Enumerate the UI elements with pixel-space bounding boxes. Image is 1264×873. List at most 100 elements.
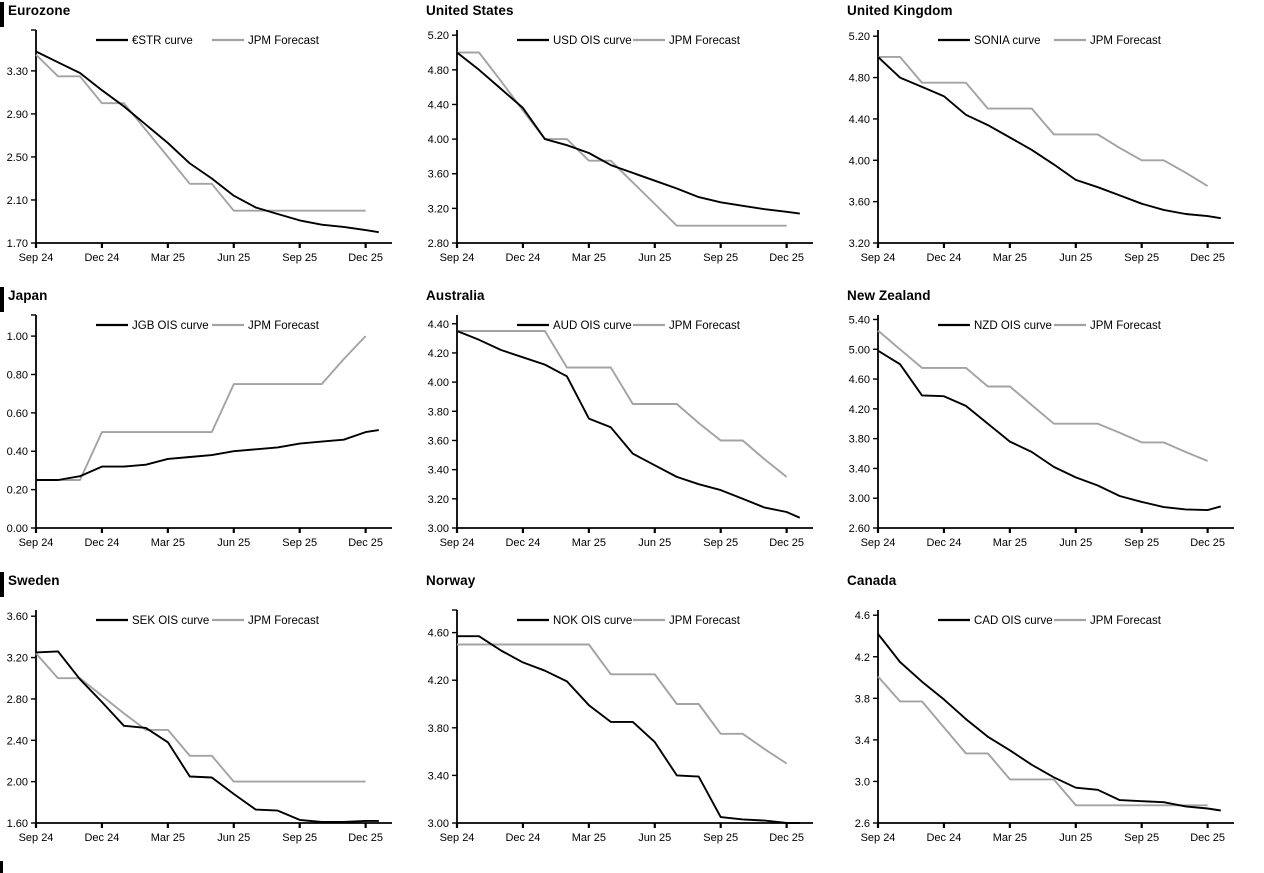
x-tick-label: Jun 25 bbox=[1059, 252, 1092, 264]
forecast-line bbox=[878, 55, 1209, 187]
y-tick-label: 1.70 bbox=[7, 238, 28, 250]
y-tick-label: 5.20 bbox=[428, 30, 449, 42]
y-tick-label: 0.80 bbox=[7, 369, 28, 381]
chart-title-sweden: Sweden bbox=[8, 573, 60, 588]
x-tick-label: Dec 25 bbox=[1190, 252, 1225, 264]
x-tick-label: Dec 25 bbox=[1190, 537, 1225, 549]
x-tick-label: Dec 25 bbox=[769, 252, 804, 264]
chart-title-norway: Norway bbox=[426, 573, 476, 588]
curve-line bbox=[877, 349, 1222, 512]
forecast-legend-label: JPM Forecast bbox=[669, 615, 741, 627]
y-tick-label: 2.60 bbox=[849, 523, 870, 535]
x-tick-label: Sep 25 bbox=[703, 537, 738, 549]
curve-legend-label: SONIA curve bbox=[974, 35, 1040, 47]
chart-panel-norway: Norway 3.00 3.40 3.80 4.20 4.60 Sep 24 Dec 24 M… bbox=[421, 570, 842, 873]
chart-title-australia: Australia bbox=[426, 288, 485, 303]
axes: 1.70 2.10 2.50 2.90 3.30 Sep 24 Dec 24 Mar 25 Ju… bbox=[7, 29, 392, 264]
y-tick-label: 2.00 bbox=[7, 777, 28, 789]
chart-panel-new-zealand: New Zealand 2.60 3.00 3.40 3.80 4.20 4.60 5.00… bbox=[842, 285, 1264, 570]
x-tick-label: Jun 25 bbox=[217, 252, 250, 264]
y-tick-label: 2.6 bbox=[855, 818, 870, 830]
x-tick-label: Mar 25 bbox=[572, 537, 606, 549]
y-tick-label: 4.20 bbox=[428, 675, 449, 687]
axes: 3.00 3.20 3.40 3.60 3.80 4.00 4.20 4.40 Sep 24 De… bbox=[428, 315, 813, 549]
curve-legend-label: USD OIS curve bbox=[553, 35, 632, 47]
chart-panel-sweden: Sweden 1.60 2.00 2.40 2.80 3.20 3.60 Sep 24 Dec… bbox=[0, 570, 421, 873]
chart-panel-canada: Canada 2.6 3.0 3.4 3.8 4.2 4.6 Sep 24 Dec 24 Mar… bbox=[842, 570, 1264, 873]
x-tick-label: Sep 25 bbox=[282, 832, 317, 844]
x-tick-label: Sep 24 bbox=[861, 252, 896, 264]
x-tick-label: Dec 24 bbox=[505, 537, 540, 549]
y-tick-label: 4.80 bbox=[849, 73, 870, 85]
forecast-legend-label: JPM Forecast bbox=[248, 615, 320, 627]
united-states-chart: 2.80 3.20 3.60 4.00 4.40 4.80 5.20 Sep 24 Dec 24… bbox=[428, 30, 813, 264]
y-tick-label: 3.20 bbox=[7, 653, 28, 665]
y-tick-label: 3.00 bbox=[849, 493, 870, 505]
y-tick-label: 3.80 bbox=[849, 434, 870, 446]
legend: SONIA curve JPM Forecast bbox=[938, 35, 1162, 47]
y-tick-label: 3.00 bbox=[428, 523, 449, 535]
chart-panel-australia: Australia 3.00 3.20 3.40 3.60 3.80 4.00 4.20 4.… bbox=[421, 285, 842, 570]
y-tick-label: 4.40 bbox=[428, 319, 449, 331]
norway-chart: 3.00 3.40 3.80 4.20 4.60 Sep 24 Dec 24 Mar 25 Ju… bbox=[428, 609, 813, 844]
y-tick-label: 0.60 bbox=[7, 408, 28, 420]
section-marker-partial bbox=[0, 861, 3, 873]
x-tick-label: Mar 25 bbox=[993, 537, 1027, 549]
x-tick-label: Jun 25 bbox=[638, 832, 671, 844]
x-tick-label: Sep 24 bbox=[861, 832, 896, 844]
forecast-legend-label: JPM Forecast bbox=[1090, 320, 1162, 332]
curve-line bbox=[457, 635, 800, 824]
x-tick-label: Sep 24 bbox=[19, 537, 54, 549]
canada-chart: 2.6 3.0 3.4 3.8 4.2 4.6 Sep 24 Dec 24 Mar 25 Jun … bbox=[855, 610, 1234, 844]
x-tick-label: Sep 24 bbox=[440, 832, 475, 844]
y-tick-label: 3.60 bbox=[849, 197, 870, 209]
section-marker bbox=[0, 287, 4, 312]
x-tick-label: Dec 25 bbox=[1190, 832, 1225, 844]
x-tick-label: Sep 25 bbox=[1124, 832, 1159, 844]
y-tick-label: 3.80 bbox=[428, 723, 449, 735]
curve-line bbox=[456, 51, 800, 215]
y-tick-label: 2.50 bbox=[7, 152, 28, 164]
x-tick-label: Mar 25 bbox=[572, 252, 606, 264]
curve-line bbox=[877, 56, 1221, 220]
x-tick-label: Sep 25 bbox=[282, 252, 317, 264]
curve-line bbox=[36, 429, 379, 481]
forecast-line bbox=[457, 643, 788, 765]
x-tick-label: Dec 24 bbox=[926, 252, 961, 264]
chart-title-united-kingdom: United Kingdom bbox=[847, 3, 953, 18]
curve-line bbox=[877, 633, 1221, 812]
y-tick-label: 3.4 bbox=[855, 735, 870, 747]
axes: 2.60 3.00 3.40 3.80 4.20 4.60 5.00 5.40 Sep 24 De… bbox=[849, 314, 1234, 549]
axes: 3.00 3.40 3.80 4.20 4.60 Sep 24 Dec 24 Mar 25 Ju… bbox=[428, 609, 813, 844]
y-tick-label: 4.40 bbox=[849, 114, 870, 126]
y-tick-label: 0.20 bbox=[7, 485, 28, 497]
x-tick-label: Dec 25 bbox=[348, 252, 383, 264]
x-tick-label: Sep 25 bbox=[1124, 537, 1159, 549]
x-tick-label: Sep 25 bbox=[703, 252, 738, 264]
legend: NZD OIS curve JPM Forecast bbox=[938, 320, 1162, 332]
x-tick-label: Dec 24 bbox=[84, 252, 119, 264]
forecast-line bbox=[35, 54, 366, 212]
y-tick-label: 3.00 bbox=[428, 818, 449, 830]
y-tick-label: 2.90 bbox=[7, 109, 28, 121]
chart-panel-united-kingdom: United Kingdom 3.20 3.60 4.00 4.40 4.80 5.20 S… bbox=[842, 0, 1264, 285]
axes: 0.00 0.20 0.40 0.60 0.80 1.00 Sep 24 Dec 24 Mar … bbox=[7, 314, 392, 549]
y-tick-label: 5.00 bbox=[849, 344, 870, 356]
y-tick-label: 4.00 bbox=[428, 377, 449, 389]
forecast-legend-label: JPM Forecast bbox=[669, 320, 741, 332]
x-tick-label: Jun 25 bbox=[638, 537, 671, 549]
y-tick-label: 4.20 bbox=[428, 348, 449, 360]
y-tick-label: 4.2 bbox=[855, 652, 870, 664]
y-tick-label: 4.6 bbox=[855, 610, 870, 622]
forecast-legend-label: JPM Forecast bbox=[248, 320, 320, 332]
curve-legend-label: JGB OIS curve bbox=[132, 320, 209, 332]
united-kingdom-chart: 3.20 3.60 4.00 4.40 4.80 5.20 Sep 24 Dec 24 Mar … bbox=[849, 30, 1234, 264]
curve-line bbox=[456, 330, 801, 519]
x-tick-label: Sep 25 bbox=[1124, 252, 1159, 264]
x-tick-label: Mar 25 bbox=[993, 252, 1027, 264]
axes: 3.20 3.60 4.00 4.40 4.80 5.20 Sep 24 Dec 24 Mar … bbox=[849, 30, 1234, 264]
y-tick-label: 3.40 bbox=[428, 770, 449, 782]
x-tick-label: Sep 24 bbox=[19, 252, 54, 264]
forecast-legend-label: JPM Forecast bbox=[248, 35, 320, 47]
